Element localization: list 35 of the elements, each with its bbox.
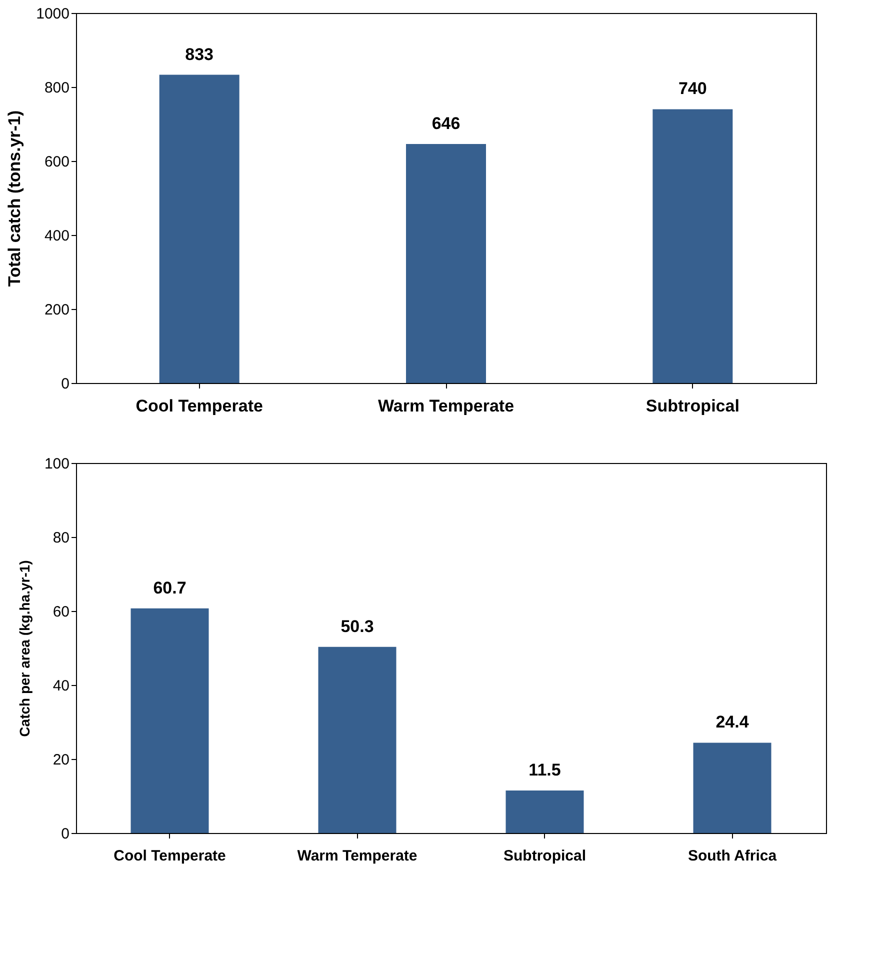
bar — [506, 790, 584, 833]
data-label: 50.3 — [340, 616, 374, 636]
x-tick-label: Subtropical — [503, 848, 586, 864]
y-tick-label: 100 — [44, 456, 70, 472]
x-tick-label: Subtropical — [646, 396, 740, 416]
y-axis-title: Total catch (tons.yr-1) — [5, 110, 24, 287]
bar — [159, 74, 240, 383]
y-tick-label: 60 — [52, 604, 70, 620]
bar — [130, 608, 209, 833]
y-tick-label: 20 — [52, 752, 70, 768]
x-tick-label: Cool Temperate — [114, 848, 226, 864]
data-label: 833 — [185, 44, 214, 64]
y-tick-label: 40 — [52, 678, 70, 694]
data-label: 60.7 — [153, 578, 186, 598]
y-axis-title: Catch per area (kg.ha.yr-1) — [16, 560, 32, 737]
x-tick-label: Warm Temperate — [297, 848, 418, 864]
data-label: 740 — [678, 79, 707, 98]
y-tick-label: 0 — [61, 826, 70, 842]
y-tick-label: 0 — [61, 376, 70, 392]
y-tick-label: 1000 — [36, 6, 70, 22]
x-tick-label: South Africa — [688, 848, 778, 864]
data-label: 646 — [432, 114, 460, 133]
bar — [652, 109, 733, 383]
y-tick-label: 200 — [44, 302, 70, 318]
x-tick-label: Cool Temperate — [136, 396, 263, 416]
x-tick-label: Warm Temperate — [378, 396, 514, 416]
bar — [318, 646, 396, 833]
data-label: 24.4 — [716, 712, 750, 732]
bar — [406, 144, 486, 383]
data-label: 11.5 — [528, 760, 561, 780]
y-tick-label: 80 — [52, 530, 70, 546]
bar — [693, 742, 772, 833]
y-tick-label: 400 — [44, 228, 70, 244]
y-tick-label: 800 — [44, 80, 70, 96]
y-tick-label: 600 — [44, 154, 70, 170]
